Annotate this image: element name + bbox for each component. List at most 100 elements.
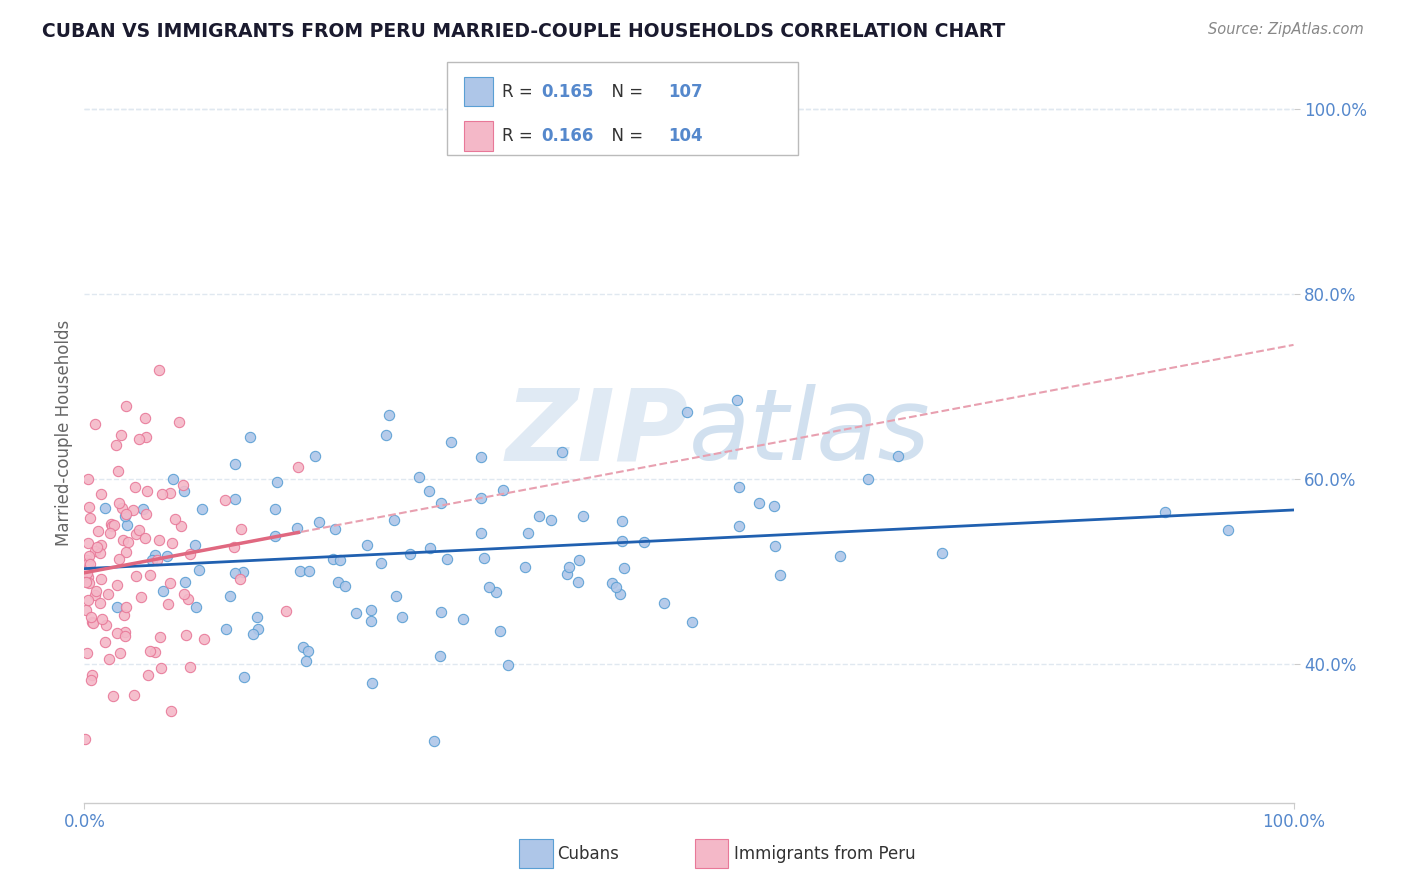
Point xyxy=(568,553,591,567)
Point xyxy=(117,517,139,532)
Point xyxy=(391,610,413,624)
Point xyxy=(887,449,910,463)
Point xyxy=(344,606,367,620)
Point xyxy=(1153,505,1175,519)
Point xyxy=(170,519,193,533)
Point xyxy=(610,533,633,548)
Point xyxy=(89,597,111,611)
Point xyxy=(470,491,492,505)
Point xyxy=(361,676,384,690)
Point xyxy=(304,449,326,463)
Point xyxy=(105,578,128,592)
Point xyxy=(84,543,107,558)
Point xyxy=(75,575,97,590)
Point xyxy=(122,502,145,516)
Point xyxy=(675,404,697,418)
Point xyxy=(748,496,770,510)
Point xyxy=(83,588,105,602)
Point xyxy=(294,654,316,668)
Y-axis label: Married-couple Households: Married-couple Households xyxy=(55,319,73,546)
Point xyxy=(91,612,114,626)
Point xyxy=(408,470,430,484)
Point xyxy=(173,574,195,589)
Point xyxy=(76,553,98,567)
Point xyxy=(105,625,128,640)
Text: R =: R = xyxy=(502,127,537,145)
Point xyxy=(274,604,297,618)
Point xyxy=(177,591,200,606)
Point xyxy=(492,483,515,498)
Point xyxy=(174,628,197,642)
Point xyxy=(291,640,314,654)
Point xyxy=(94,635,117,649)
Point xyxy=(76,556,98,570)
Point xyxy=(470,450,492,464)
Point xyxy=(87,524,110,538)
Point xyxy=(114,629,136,643)
Point xyxy=(98,525,121,540)
Point xyxy=(333,579,356,593)
Point xyxy=(183,538,205,552)
Point xyxy=(187,563,209,577)
Point xyxy=(266,475,288,489)
Point xyxy=(725,393,748,408)
Point xyxy=(489,624,512,638)
Point xyxy=(117,535,139,549)
Point xyxy=(167,415,190,429)
Point xyxy=(172,478,194,492)
Point xyxy=(378,408,401,422)
Point xyxy=(323,523,346,537)
Point xyxy=(108,552,131,566)
Point xyxy=(76,536,98,550)
Point xyxy=(828,549,851,563)
Point xyxy=(190,502,212,516)
Point xyxy=(232,565,254,579)
Text: 0.165: 0.165 xyxy=(541,83,593,101)
Point xyxy=(288,564,311,578)
Point xyxy=(125,569,148,583)
Point xyxy=(322,552,344,566)
Point xyxy=(97,586,120,600)
Point xyxy=(134,531,156,545)
Text: 104: 104 xyxy=(668,127,703,145)
Point xyxy=(148,630,170,644)
Point xyxy=(173,586,195,600)
Point xyxy=(163,512,186,526)
Point xyxy=(135,507,157,521)
Point xyxy=(285,521,308,535)
Point xyxy=(605,581,627,595)
Point xyxy=(108,646,131,660)
Point xyxy=(136,668,159,682)
Point xyxy=(418,483,440,498)
Point xyxy=(297,644,319,658)
Point xyxy=(516,525,538,540)
FancyBboxPatch shape xyxy=(464,121,494,151)
Point xyxy=(264,502,287,516)
Point xyxy=(360,602,382,616)
Point xyxy=(451,612,474,626)
Point xyxy=(77,549,100,564)
Point xyxy=(89,546,111,560)
Point xyxy=(131,590,153,604)
Point xyxy=(139,644,162,658)
Point xyxy=(298,564,321,578)
Point xyxy=(101,518,124,533)
Point xyxy=(572,508,595,523)
Point xyxy=(356,538,378,552)
Point xyxy=(682,615,704,629)
Text: 0.166: 0.166 xyxy=(541,127,593,145)
Point xyxy=(429,649,451,664)
Text: N =: N = xyxy=(600,127,648,145)
Point xyxy=(558,559,581,574)
Point xyxy=(513,559,536,574)
Point xyxy=(264,529,287,543)
Point xyxy=(612,514,634,528)
Point xyxy=(931,546,953,560)
Point xyxy=(155,549,177,563)
Point xyxy=(186,600,208,615)
Text: N =: N = xyxy=(600,83,648,101)
Point xyxy=(79,557,101,571)
Point xyxy=(105,599,128,614)
Point xyxy=(77,500,100,515)
Text: CUBAN VS IMMIGRANTS FROM PERU MARRIED-COUPLE HOUSEHOLDS CORRELATION CHART: CUBAN VS IMMIGRANTS FROM PERU MARRIED-CO… xyxy=(42,22,1005,41)
